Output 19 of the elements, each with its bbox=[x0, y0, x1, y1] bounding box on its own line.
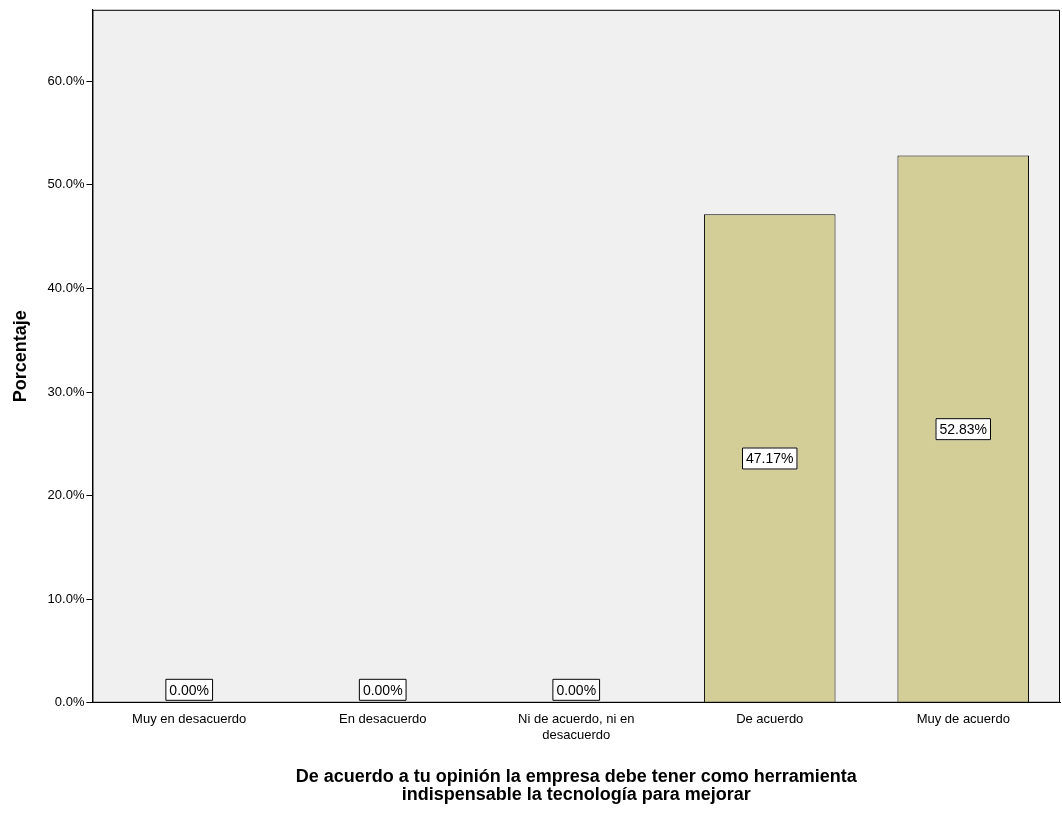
x-tick-label: Ni de acuerdo, ni en desacuerdo bbox=[518, 711, 635, 742]
y-tick-label: 30.0% bbox=[47, 383, 85, 399]
data-label: 0.00% bbox=[169, 681, 210, 698]
x-tick-label: Muy en desacuerdo bbox=[132, 711, 247, 727]
y-tick-label: 60.0% bbox=[47, 72, 85, 88]
y-axis-title: Porcentaje bbox=[9, 310, 30, 403]
y-tick-label: 10.0% bbox=[47, 590, 85, 606]
x-axis-title: De acuerdo a tu opinión la empresa debe tener como herramienta indispensable la tecnología para mejorar bbox=[295, 765, 858, 804]
y-tick-label: 40.0% bbox=[47, 280, 85, 296]
data-label: 47.17% bbox=[746, 450, 794, 467]
y-tick-label: 50.0% bbox=[47, 176, 85, 192]
x-tick-label: Muy de acuerdo bbox=[916, 711, 1010, 727]
y-tick-label: 20.0% bbox=[47, 487, 85, 503]
data-label: 52.83% bbox=[939, 421, 987, 438]
y-tick-label: 0.0% bbox=[54, 694, 85, 710]
x-tick-label: En desacuerdo bbox=[339, 711, 427, 727]
data-label: 0.00% bbox=[556, 681, 597, 698]
data-label: 0.00% bbox=[362, 681, 403, 698]
x-tick-label: De acuerdo bbox=[736, 711, 804, 727]
